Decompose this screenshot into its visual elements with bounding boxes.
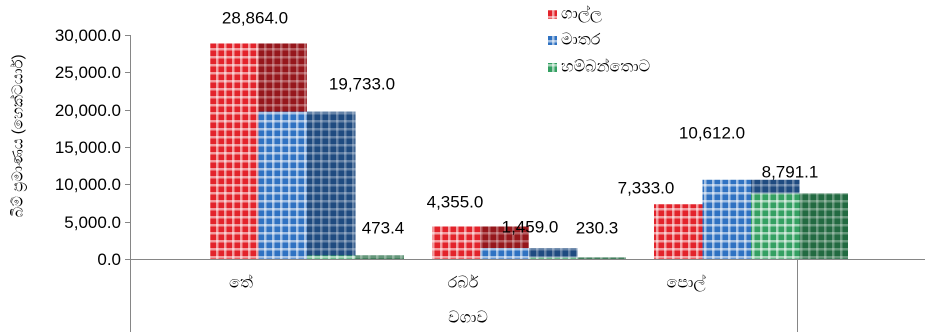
data-label: 28,864.0	[222, 9, 288, 28]
category-label-tea: තේ	[229, 273, 253, 291]
bars	[210, 43, 848, 259]
y-tick-label: 10,000.0	[55, 175, 121, 194]
legend-item-series-2: මාතර	[548, 32, 601, 49]
bar-front-face	[702, 179, 751, 259]
x-axis-title: වගාව	[448, 310, 488, 327]
y-tick-label: 25,000.0	[55, 63, 121, 82]
bar-series-2-category-1	[258, 111, 356, 259]
category-label-coconut: පොල්	[666, 273, 705, 292]
legend-label: ගාල්ල	[561, 4, 602, 23]
data-label: 10,612.0	[679, 124, 745, 143]
bar-front-face	[654, 204, 703, 259]
data-label: 7,333.0	[618, 179, 675, 198]
data-label: 473.4	[362, 219, 405, 238]
bar-front-face	[480, 248, 529, 259]
data-label: 4,355.0	[427, 193, 484, 212]
legend-label: හම්බන්තොට	[561, 57, 650, 75]
y-axis-title: බිම් ප්‍රමාණය (හෙක්ටයාර්)	[8, 54, 27, 217]
y-tick-label: 0.0	[97, 250, 121, 269]
bar-front-face	[529, 257, 578, 259]
bar-front-face	[307, 255, 356, 259]
bar-series-1-category-2	[432, 226, 529, 259]
bar-front-face	[258, 111, 307, 259]
data-label: 230.3	[576, 219, 619, 238]
legend-label: මාතර	[561, 32, 601, 49]
legend: ගාල්ල මාතර හම්බන්තොට	[548, 4, 650, 76]
bar-depth-face	[799, 193, 848, 259]
bar-series-3-category-2	[529, 257, 626, 259]
data-label: 19,733.0	[329, 75, 395, 94]
y-tick-label: 15,000.0	[55, 138, 121, 157]
legend-item-series-3: හම්බන්තොට	[548, 57, 650, 76]
bar-front-face	[751, 193, 800, 259]
bar-series-2-category-2	[480, 248, 578, 259]
bar-depth-face	[307, 111, 356, 259]
bar-depth-face	[355, 255, 404, 259]
bar-depth-face	[577, 257, 626, 259]
y-tick-label: 30,000.0	[55, 26, 121, 45]
data-label: 8,791.1	[762, 163, 819, 182]
bar-front-face	[210, 43, 259, 259]
bar-series-3-category-3	[751, 193, 848, 259]
y-tick-label: 20,000.0	[55, 101, 121, 120]
data-label: 1,459.0	[502, 218, 559, 237]
legend-swatch	[548, 36, 557, 45]
legend-item-series-1: ගාල්ල	[548, 4, 602, 24]
bar-series-3-category-1	[307, 255, 404, 259]
category-label-rubber: රබර්	[448, 274, 479, 292]
legend-swatch	[548, 63, 557, 72]
y-axis-ticks: 0.0 5,000.0 10,000.0 15,000.0 20,000.0 25,000…	[55, 26, 130, 269]
legend-swatch	[548, 10, 557, 19]
bar-depth-face	[529, 248, 578, 259]
data-labels: 28,864.0 4,355.0 7,333.0 19,733.0 1,459.0 10,…	[222, 9, 818, 238]
y-tick-label: 5,000.0	[64, 213, 121, 232]
bar-front-face	[432, 226, 481, 259]
